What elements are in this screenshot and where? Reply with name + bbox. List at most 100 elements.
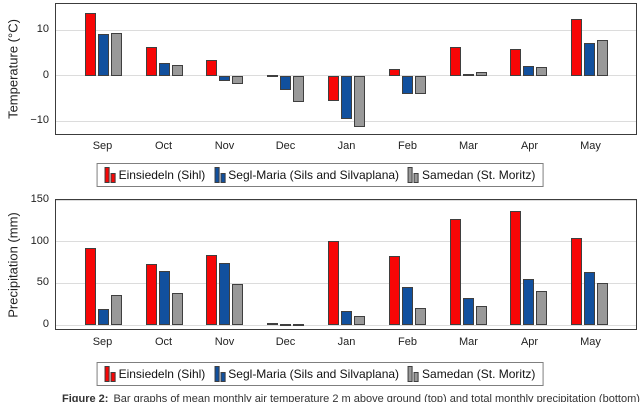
bar-slot xyxy=(597,4,609,134)
bar-slot xyxy=(171,4,183,134)
bar xyxy=(206,255,218,326)
y-tick-label: −10 xyxy=(30,114,49,127)
legend-bar-icon xyxy=(104,167,110,183)
bar-group-feb xyxy=(377,4,438,134)
bar-slot xyxy=(449,200,461,329)
legend-entry: Einsiedeln (Sihl) xyxy=(104,366,206,382)
bar xyxy=(97,309,109,326)
bar xyxy=(171,64,183,76)
legend-bar-icon xyxy=(414,372,420,382)
bar-slot xyxy=(293,4,305,134)
bar xyxy=(571,237,583,326)
bar-slot xyxy=(571,4,583,134)
x-tick-label-apr: Apr xyxy=(520,336,539,348)
x-tick-label-jan: Jan xyxy=(337,336,356,348)
bar-group-oct xyxy=(134,4,195,134)
bar-group-apr xyxy=(498,4,559,134)
bar xyxy=(354,315,366,326)
temperature-plot-area xyxy=(55,3,637,135)
legend-bar-icon xyxy=(104,366,110,382)
legend-bars-icon xyxy=(214,366,226,382)
legend-entry: Samedan (St. Moritz) xyxy=(408,366,535,382)
bar xyxy=(219,75,231,82)
bar xyxy=(462,73,474,76)
legend-bar-icon xyxy=(408,366,414,382)
precipitation-x-tick-labels: Sep Oct Nov Dec Jan Feb Mar Apr May xyxy=(55,336,637,348)
x-tick-label-dec: Dec xyxy=(275,336,296,348)
legend-entry: Einsiedeln (Sihl) xyxy=(104,167,205,183)
bar xyxy=(145,47,157,76)
bar-slot xyxy=(462,200,474,329)
bar xyxy=(584,43,596,76)
figure-caption: Figure 2: Bar graphs of mean monthly air … xyxy=(62,392,640,402)
bar xyxy=(449,219,461,326)
bar xyxy=(354,75,366,127)
bar xyxy=(523,66,535,76)
figure-caption-number: Figure 2: xyxy=(62,393,109,402)
bar-slot xyxy=(328,200,340,329)
bar xyxy=(267,322,279,326)
x-tick-label-feb: Feb xyxy=(398,336,417,348)
bar-slot xyxy=(536,4,548,134)
bar xyxy=(267,74,279,77)
bar-slot xyxy=(388,200,400,329)
legend-bar-icon xyxy=(214,167,220,183)
legend-label: Einsiedeln (Sihl) xyxy=(118,367,206,381)
y-axis-label-precipitation: Precipitation (mm) xyxy=(5,212,21,318)
legend-label: Segl-Maria (Sils and Silvaplana) xyxy=(228,168,400,182)
bar-slot xyxy=(328,4,340,134)
legend-label: Segl-Maria (Sils and Silvaplana) xyxy=(228,367,400,381)
y-tick-label: 0 xyxy=(42,68,49,81)
bar-slot xyxy=(414,200,426,329)
legend-bar-icon xyxy=(408,167,414,183)
bar-slot xyxy=(158,200,170,329)
y-tick-label: 0 xyxy=(42,318,49,331)
bar xyxy=(462,298,474,326)
bar-slot xyxy=(206,4,218,134)
bar-slot xyxy=(97,4,109,134)
bar-slot xyxy=(510,200,522,329)
bar xyxy=(523,279,535,326)
bar-slot xyxy=(293,200,305,329)
bar-slot xyxy=(219,4,231,134)
bar-group-may xyxy=(559,4,620,134)
bar xyxy=(293,75,305,103)
bar xyxy=(280,324,292,327)
bar-slot xyxy=(388,4,400,134)
bar xyxy=(110,295,122,326)
bar-group-may xyxy=(559,200,620,329)
bar-slot xyxy=(510,4,522,134)
bar-group-oct xyxy=(134,200,195,329)
bar-group-sep xyxy=(73,200,134,329)
bar-slot xyxy=(584,200,596,329)
bar xyxy=(475,305,487,326)
legend-bars-icon xyxy=(408,366,420,382)
bar xyxy=(414,75,426,94)
legend-bar-icon xyxy=(214,366,220,382)
legend-bar-icon xyxy=(220,372,226,382)
bar-slot xyxy=(232,200,244,329)
bar xyxy=(158,62,170,76)
bar xyxy=(84,247,96,326)
bar-slot xyxy=(414,4,426,134)
bar-groups xyxy=(73,4,620,134)
legend-label: Samedan (St. Moritz) xyxy=(422,367,536,381)
bar-slot xyxy=(536,200,548,329)
gridline xyxy=(56,120,636,122)
bar-slot xyxy=(597,200,609,329)
gridline xyxy=(56,29,636,31)
bar-group-jan xyxy=(316,200,377,329)
legend-entry: Segl-Maria (Sils and Silvaplana) xyxy=(214,167,399,183)
bar-group-nov xyxy=(195,4,256,134)
bar-slot xyxy=(110,4,122,134)
x-tick-label-sep: Sep xyxy=(92,140,113,152)
gridline xyxy=(56,241,636,243)
x-tick-label-mar: Mar xyxy=(459,140,478,152)
legend-bars-icon xyxy=(214,167,226,183)
bar-slot xyxy=(462,4,474,134)
bar-slot xyxy=(341,200,353,329)
legend-entry: Segl-Maria (Sils and Silvaplana) xyxy=(214,366,399,382)
bar-group-apr xyxy=(498,200,559,329)
bar-group-sep xyxy=(73,4,134,134)
